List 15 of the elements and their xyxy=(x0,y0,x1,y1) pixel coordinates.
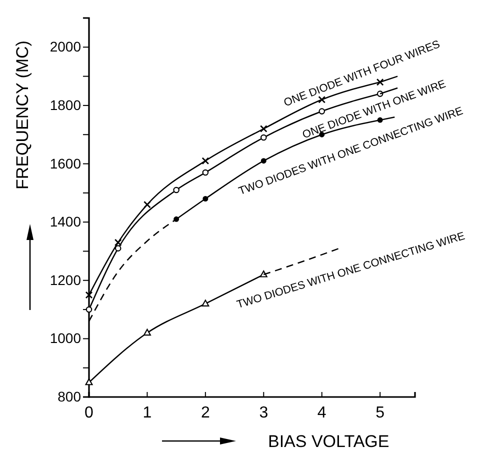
y-tick-label: 1400 xyxy=(50,214,82,230)
x-tick-label: 0 xyxy=(84,404,94,422)
x-tick-label: 3 xyxy=(259,404,268,422)
x-tick-label: 5 xyxy=(376,404,385,422)
y-tick-label: 1800 xyxy=(50,96,82,113)
x-axis-title: BIAS VOLTAGE xyxy=(268,432,390,451)
y-tick-label: 1200 xyxy=(50,272,82,288)
y-axis-title: FREQUENCY (MC) xyxy=(13,40,32,190)
x-tick-label: 4 xyxy=(317,404,326,422)
y-tick-label: 1600 xyxy=(50,155,82,172)
y-tick-label: 1000 xyxy=(50,330,82,346)
x-tick-label: 2 xyxy=(200,404,210,422)
y-tick-label: 800 xyxy=(58,388,82,404)
x-tick-label: 1 xyxy=(142,404,152,422)
y-tick-label: 2000 xyxy=(50,38,82,55)
